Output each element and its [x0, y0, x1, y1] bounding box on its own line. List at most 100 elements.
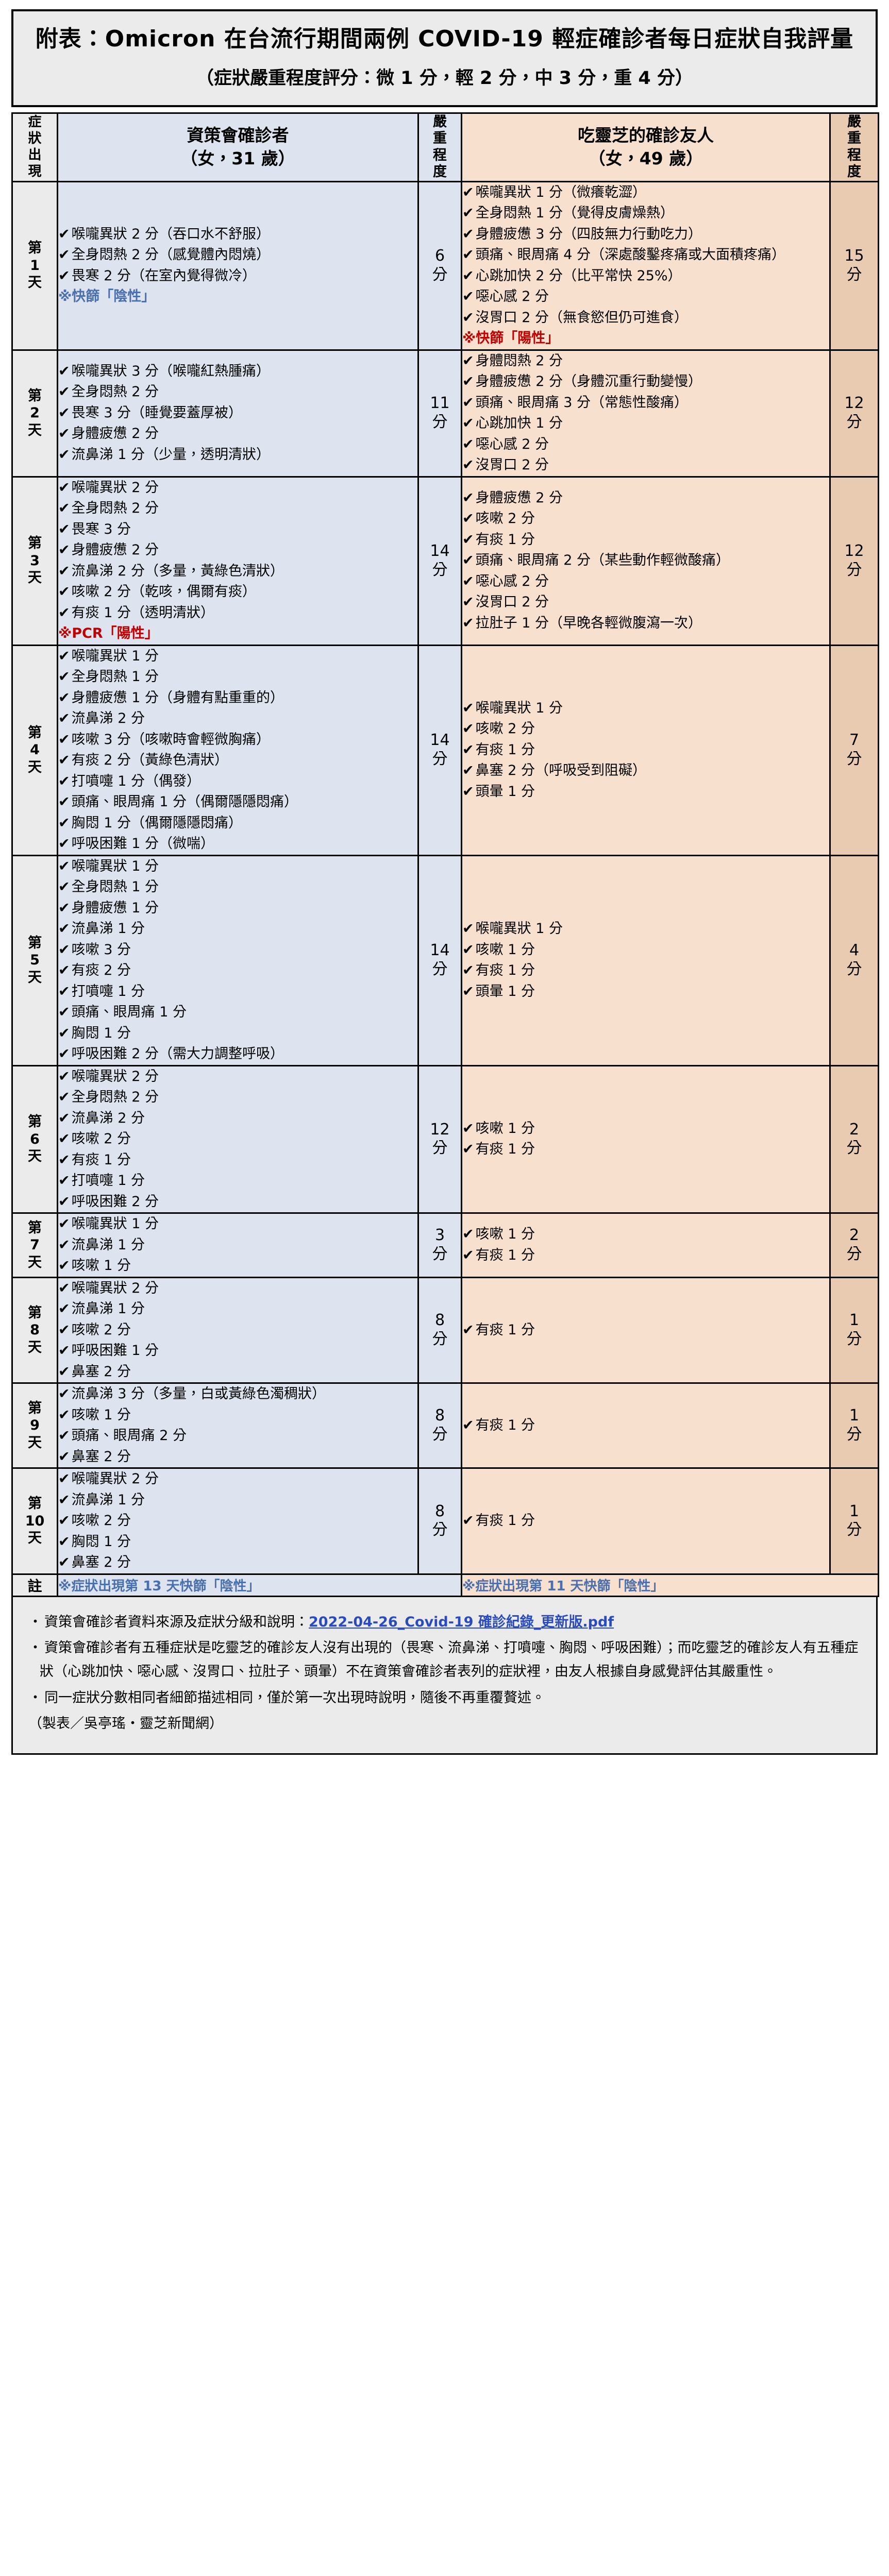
- symptom-item: ✔ 有痰 1 分（透明清狀）: [58, 604, 214, 621]
- severity-score-left: 12 分: [417, 1064, 462, 1214]
- symptom-item: ✔ 咳嗽 3 分: [58, 941, 131, 958]
- symptom-item: ✔ 心跳加快 2 分（比平常快 25%）: [462, 267, 682, 284]
- check-icon: ✔: [58, 1533, 70, 1550]
- table-header-row: 症狀出現 資策會確診者 （女，31 歲） 嚴重程度 吃靈芝的確診友人 （女，49…: [11, 112, 879, 182]
- check-icon: ✔: [58, 1004, 70, 1021]
- symptom-item: ✔ 胸悶 1 分（偶爾隱隱悶痛）: [58, 815, 242, 831]
- patient-b-symptoms-cell: ✔ 喉嚨異狀 1 分 ✔ 咳嗽 2 分 ✔ 有痰 1 分 ✔ 鼻塞 2 分（呼吸受到阻礙） ✔ 頭…: [461, 644, 831, 856]
- symptom-item: ✔ 喉嚨異狀 1 分: [58, 1216, 159, 1232]
- check-icon: ✔: [58, 879, 70, 895]
- symptom-item: ✔ 沒胃口 2 分: [462, 594, 549, 611]
- symptom-item: ✔ 喉嚨異狀 2 分（吞口水不舒服）: [58, 226, 270, 242]
- symptom-item: ✔ 頭痛、眼周痛 4 分（深處酸鑿疼痛或大面積疼痛）: [462, 247, 785, 263]
- patient-a-symptoms-cell: ✔ 喉嚨異狀 1 分 ✔ 全身悶熱 1 分 ✔ 身體疲憊 1 分 ✔ 流鼻涕 1 分 ✔ 咳嗽 3…: [57, 854, 419, 1066]
- symptom-item: ✔ 喉嚨異狀 1 分: [462, 700, 563, 716]
- symptom-list-patient-b: ✔ 咳嗽 1 分 ✔ 有痰 1 分: [462, 1224, 829, 1266]
- patient-a-symptoms-cell: ✔ 喉嚨異狀 1 分 ✔ 全身悶熱 1 分 ✔ 身體疲憊 1 分（身體有點重重的） ✔ 流鼻涕…: [57, 644, 419, 856]
- symptom-item: ✔ 咳嗽 1 分: [58, 1258, 131, 1274]
- symptom-item: ✔ 身體疲憊 2 分: [58, 542, 159, 558]
- symptom-item: ✔ 全身悶熱 2 分: [58, 384, 159, 400]
- symptom-item: ✔ 頭痛、眼周痛 2 分: [58, 1428, 187, 1444]
- patient-b-symptoms-cell: ✔ 有痰 1 分: [461, 1382, 831, 1469]
- check-icon: ✔: [58, 563, 70, 579]
- check-icon: ✔: [58, 604, 70, 621]
- source-pdf-link[interactable]: 2022-04-26_Covid-19 確診紀錄_更新版.pdf: [309, 1614, 614, 1630]
- patient-a-name: 資策會確診者: [187, 125, 289, 146]
- check-icon: ✔: [58, 426, 70, 442]
- patient-b-name: 吃靈芝的確診友人: [578, 125, 714, 146]
- check-icon: ✔: [58, 1554, 70, 1571]
- check-icon: ✔: [58, 247, 70, 263]
- symptom-item: ✔ 喉嚨異狀 3 分（喉嚨紅熱腫痛）: [58, 363, 270, 379]
- check-icon: ✔: [58, 1089, 70, 1106]
- symptom-item: ✔ 畏寒 3 分（睡覺要蓋厚被）: [58, 404, 242, 421]
- symptom-item: ✔ 噁心感 2 分: [462, 573, 549, 589]
- check-icon: ✔: [58, 1280, 70, 1296]
- footnote-item: ・同一症狀分數相同者細節描述相同，僅於第一次出現時說明，隨後不再重覆贅述。: [28, 1689, 545, 1706]
- symptom-item: ✔ 喉嚨異狀 2 分: [58, 479, 159, 496]
- patient-b-symptoms-cell: ✔ 身體悶熱 2 分 ✔ 身體疲憊 2 分（身體沉重行動變慢） ✔ 頭痛、眼周痛 3 分（…: [461, 349, 831, 478]
- check-icon: ✔: [58, 836, 70, 852]
- symptom-item: ✔ 身體疲憊 1 分: [58, 900, 159, 916]
- symptom-list-patient-b: ✔ 有痰 1 分: [462, 1415, 829, 1436]
- check-icon: ✔: [462, 374, 474, 390]
- check-icon: ✔: [58, 446, 70, 463]
- check-icon: ✔: [58, 921, 70, 937]
- symptom-item: ✔ 全身悶熱 1 分: [58, 879, 159, 895]
- symptom-item: ✔ 頭暈 1 分: [462, 983, 535, 999]
- symptom-item: ✔ 身體疲憊 2 分（身體沉重行動變慢）: [462, 374, 702, 390]
- check-icon: ✔: [58, 479, 70, 496]
- symptom-item: ✔ 咳嗽 2 分: [58, 1131, 131, 1147]
- check-icon: ✔: [58, 267, 70, 284]
- patient-b-symptoms-cell: ✔ 喉嚨異狀 1 分（微癢乾澀） ✔ 全身悶熱 1 分（覺得皮膚燥熱） ✔ 身體疲憊 3 …: [461, 180, 831, 351]
- table-row: 第 5 天 ✔ 喉嚨異狀 1 分 ✔ 全身悶熱 1 分 ✔ 身體疲憊 1 分 ✔ 流鼻涕 1 分 ✔ 咳…: [11, 854, 879, 1066]
- symptom-item: ✔ 頭痛、眼周痛 1 分: [58, 1004, 187, 1021]
- patient-b-symptoms-cell: ✔ 喉嚨異狀 1 分 ✔ 咳嗽 1 分 ✔ 有痰 1 分 ✔ 頭暈 1 分: [461, 854, 831, 1066]
- symptom-item: ✔ 有痰 1 分: [58, 1151, 131, 1168]
- symptom-item: ✔ 喉嚨異狀 2 分: [58, 1068, 159, 1084]
- check-icon: ✔: [462, 983, 474, 999]
- check-icon: ✔: [58, 815, 70, 831]
- symptom-item: ✔ 噁心感 2 分: [462, 289, 549, 305]
- bullet-icon: ・: [28, 1640, 42, 1656]
- symptom-item: ✔ 流鼻涕 1 分（少量，透明清狀）: [58, 446, 270, 463]
- patient-a-symptoms-cell: ✔ 喉嚨異狀 2 分 ✔ 流鼻涕 1 分 ✔ 咳嗽 2 分 ✔ 呼吸困難 1 分 ✔ 鼻塞 2 分: [57, 1276, 419, 1384]
- footnotes-box: ・資策會確診者資料來源及症狀分級和說明：2022-04-26_Covid-19 …: [11, 1597, 878, 1755]
- symptom-item: ✔ 頭痛、眼周痛 2 分（某些動作輕微酸痛）: [462, 552, 730, 569]
- check-icon: ✔: [58, 1068, 70, 1084]
- symptom-item: ✔ 喉嚨異狀 1 分: [58, 858, 159, 874]
- symptom-item: ✔ 心跳加快 1 分: [462, 415, 563, 432]
- symptom-item: ✔ 拉肚子 1 分（早晚各輕微腹瀉一次）: [462, 615, 702, 631]
- patient-b-demographics: （女，49 歲）: [588, 148, 703, 168]
- check-icon: ✔: [462, 511, 474, 527]
- infographic-page: 附表：Omicron 在台流行期間兩例 COVID-19 輕症確診者每日症狀自我…: [0, 9, 889, 1755]
- column-header-patient-b: 吃靈芝的確診友人 （女，49 歲）: [461, 112, 831, 182]
- check-icon: ✔: [462, 573, 474, 589]
- patient-a-symptoms-cell: ✔ 流鼻涕 3 分（多量，白或黃綠色濁稠狀） ✔ 咳嗽 1 分 ✔ 頭痛、眼周痛 2 分 ✔…: [57, 1382, 419, 1469]
- check-icon: ✔: [462, 1513, 474, 1529]
- symptom-item: ✔ 有痰 1 分: [462, 1141, 535, 1158]
- symptom-item: ✔ 噁心感 2 分: [462, 436, 549, 452]
- check-icon: ✔: [462, 1141, 474, 1158]
- table-row: 第 8 天 ✔ 喉嚨異狀 2 分 ✔ 流鼻涕 1 分 ✔ 咳嗽 2 分 ✔ 呼吸困難 1 分 ✔ 鼻塞 …: [11, 1276, 879, 1384]
- patient-a-symptoms-cell: ✔ 喉嚨異狀 1 分 ✔ 流鼻涕 1 分 ✔ 咳嗽 1 分: [57, 1212, 419, 1278]
- symptom-item: ✔ 咳嗽 3 分（咳嗽時會輕微胸痛）: [58, 731, 270, 748]
- check-icon: ✔: [462, 267, 474, 284]
- check-icon: ✔: [58, 1258, 70, 1274]
- symptom-item: ✔ 咳嗽 2 分（乾咳，偶爾有痰）: [58, 584, 256, 600]
- check-icon: ✔: [462, 741, 474, 758]
- column-header-patient-a: 資策會確診者 （女，31 歲）: [57, 112, 419, 182]
- check-icon: ✔: [58, 226, 70, 242]
- symptom-item: ✔ 有痰 1 分: [462, 531, 535, 548]
- check-icon: ✔: [462, 436, 474, 452]
- symptom-list-patient-a: ✔ 喉嚨異狀 1 分 ✔ 全身悶熱 1 分 ✔ 身體疲憊 1 分 ✔ 流鼻涕 1 分 ✔ 咳嗽 3…: [58, 856, 417, 1065]
- check-icon: ✔: [58, 1131, 70, 1147]
- check-icon: ✔: [58, 1343, 70, 1359]
